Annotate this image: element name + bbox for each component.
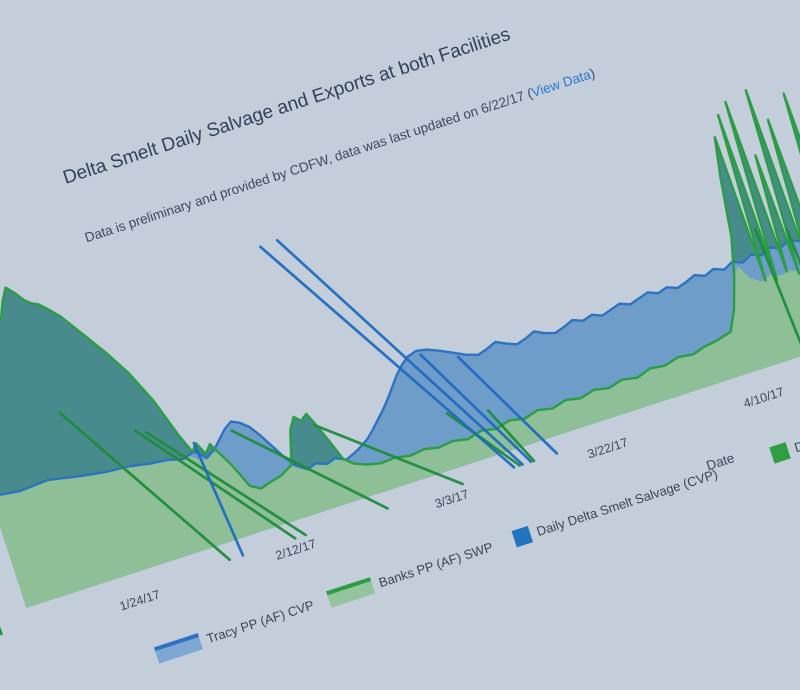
salvage-cvp-spike (192, 441, 245, 557)
salvage-swp-spike (133, 429, 297, 540)
salvage-cvp-spike (419, 353, 533, 464)
banks-line (0, 89, 800, 490)
salvage-cvp-spike (456, 355, 559, 455)
salvage-cvp-spike (259, 245, 516, 469)
salvage-swp-spike (230, 429, 389, 510)
salvage-swp-spike (753, 227, 800, 372)
salvage-swp-spike (486, 409, 536, 463)
overlap-area-fill (0, 225, 800, 608)
salvage-swp-spike (58, 411, 231, 562)
salvage-swp-spike (785, 228, 800, 363)
salvage-cvp-spike (275, 238, 524, 466)
salvage-swp-spike (312, 423, 464, 486)
salvage-swp-spike (144, 430, 308, 537)
